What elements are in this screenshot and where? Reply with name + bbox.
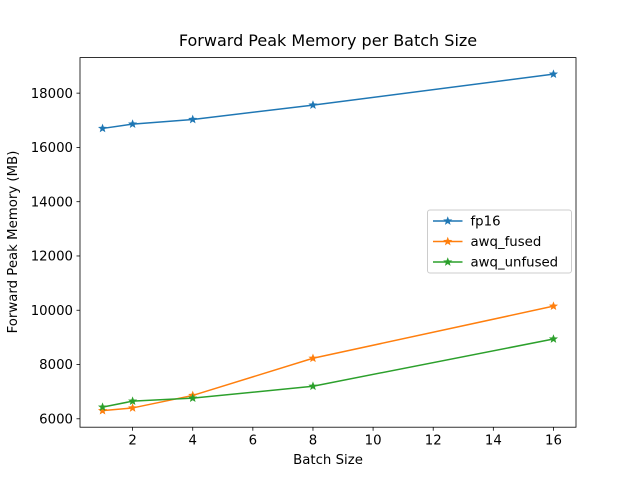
data-point-marker-fp16: [548, 69, 559, 79]
legend-box: [427, 209, 572, 274]
x-tick-label: 14: [485, 434, 502, 449]
legend-marker-fp16: [443, 216, 453, 225]
y-tick-label: 10000: [31, 304, 73, 319]
data-point-marker-fp16: [308, 100, 318, 109]
data-point-marker-fp16: [188, 114, 198, 124]
x-tick-label: 12: [425, 434, 442, 449]
plot-border: [79, 57, 577, 428]
data-point-marker-awq_fused: [128, 403, 138, 412]
y-axis-label: Forward Peak Memory (MB): [6, 151, 21, 334]
x-tick-label: 6: [249, 434, 257, 449]
y-tick-label: 8000: [39, 358, 73, 373]
data-point-marker-awq_fused: [308, 353, 318, 363]
y-tick-label: 18000: [31, 87, 73, 102]
y-tick-label: 16000: [31, 141, 73, 156]
x-tick-label: 2: [128, 434, 136, 449]
legend-label-awq_fused: awq_fused: [471, 235, 542, 250]
legend-label-fp16: fp16: [471, 215, 501, 230]
chart-title: Forward Peak Memory per Batch Size: [179, 31, 477, 50]
legend: fp16 awq_fused awq_unfused: [427, 209, 572, 274]
data-point-marker-awq_unfused: [188, 393, 198, 403]
x-tick-label: 10: [365, 434, 382, 449]
data-point-marker-awq_unfused: [308, 381, 318, 391]
x-axis-label: Batch Size: [293, 453, 363, 468]
x-tick-label: 4: [188, 434, 196, 449]
y-tick-label: 14000: [31, 195, 73, 210]
data-point-marker-awq_unfused: [128, 396, 138, 406]
legend-marker-awq_unfused: [443, 257, 453, 266]
y-tick-label: 6000: [39, 412, 73, 427]
legend-label-awq_unfused: awq_unfused: [471, 256, 559, 271]
data-point-marker-awq_fused: [548, 301, 559, 311]
data-point-marker-awq_fused: [97, 405, 108, 415]
x-tick-label: 16: [545, 434, 562, 449]
data-point-marker-fp16: [97, 123, 108, 133]
plot-area: 2 4 6 8 10 12 14 16 6000 8000 10000 12000 14000 16000…: [31, 57, 577, 449]
x-tick-label: 8: [309, 434, 317, 449]
y-tick-label: 12000: [31, 250, 73, 265]
data-point-marker-awq_unfused: [548, 334, 559, 343]
data-point-marker-awq_unfused: [97, 402, 108, 411]
data-point-marker-fp16: [128, 119, 138, 128]
legend-marker-awq_fused: [443, 236, 453, 246]
